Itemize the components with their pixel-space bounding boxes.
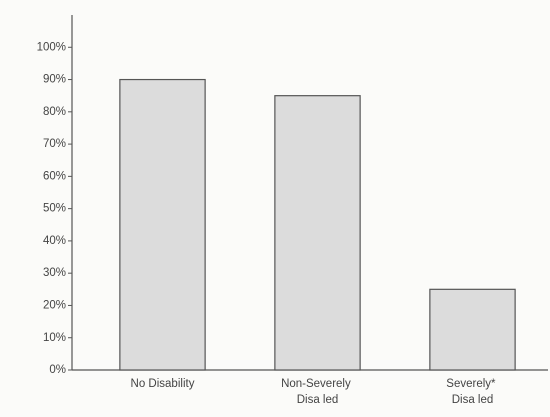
y-tick-label: 50% (43, 203, 66, 215)
y-tick-label: 70% (43, 138, 66, 150)
bar (119, 78, 206, 371)
x-tick-label: Severely* Disa led (446, 378, 498, 406)
y-tick-label: 80% (43, 106, 66, 118)
y-tick-label: 40% (43, 235, 66, 247)
bar (274, 95, 361, 371)
y-tick-label: 20% (43, 299, 66, 311)
y-tick-label: 100% (37, 41, 66, 53)
x-tick-label: Non-Severely Disa led (281, 378, 354, 406)
y-tick-label: 60% (43, 170, 66, 182)
x-tick-label: No Disability (131, 378, 195, 390)
y-tick-label: 30% (43, 267, 66, 279)
y-tick-label: 10% (43, 332, 66, 344)
y-tick-label: 0% (49, 364, 66, 376)
bar (429, 288, 516, 371)
y-tick-label: 90% (43, 74, 66, 86)
